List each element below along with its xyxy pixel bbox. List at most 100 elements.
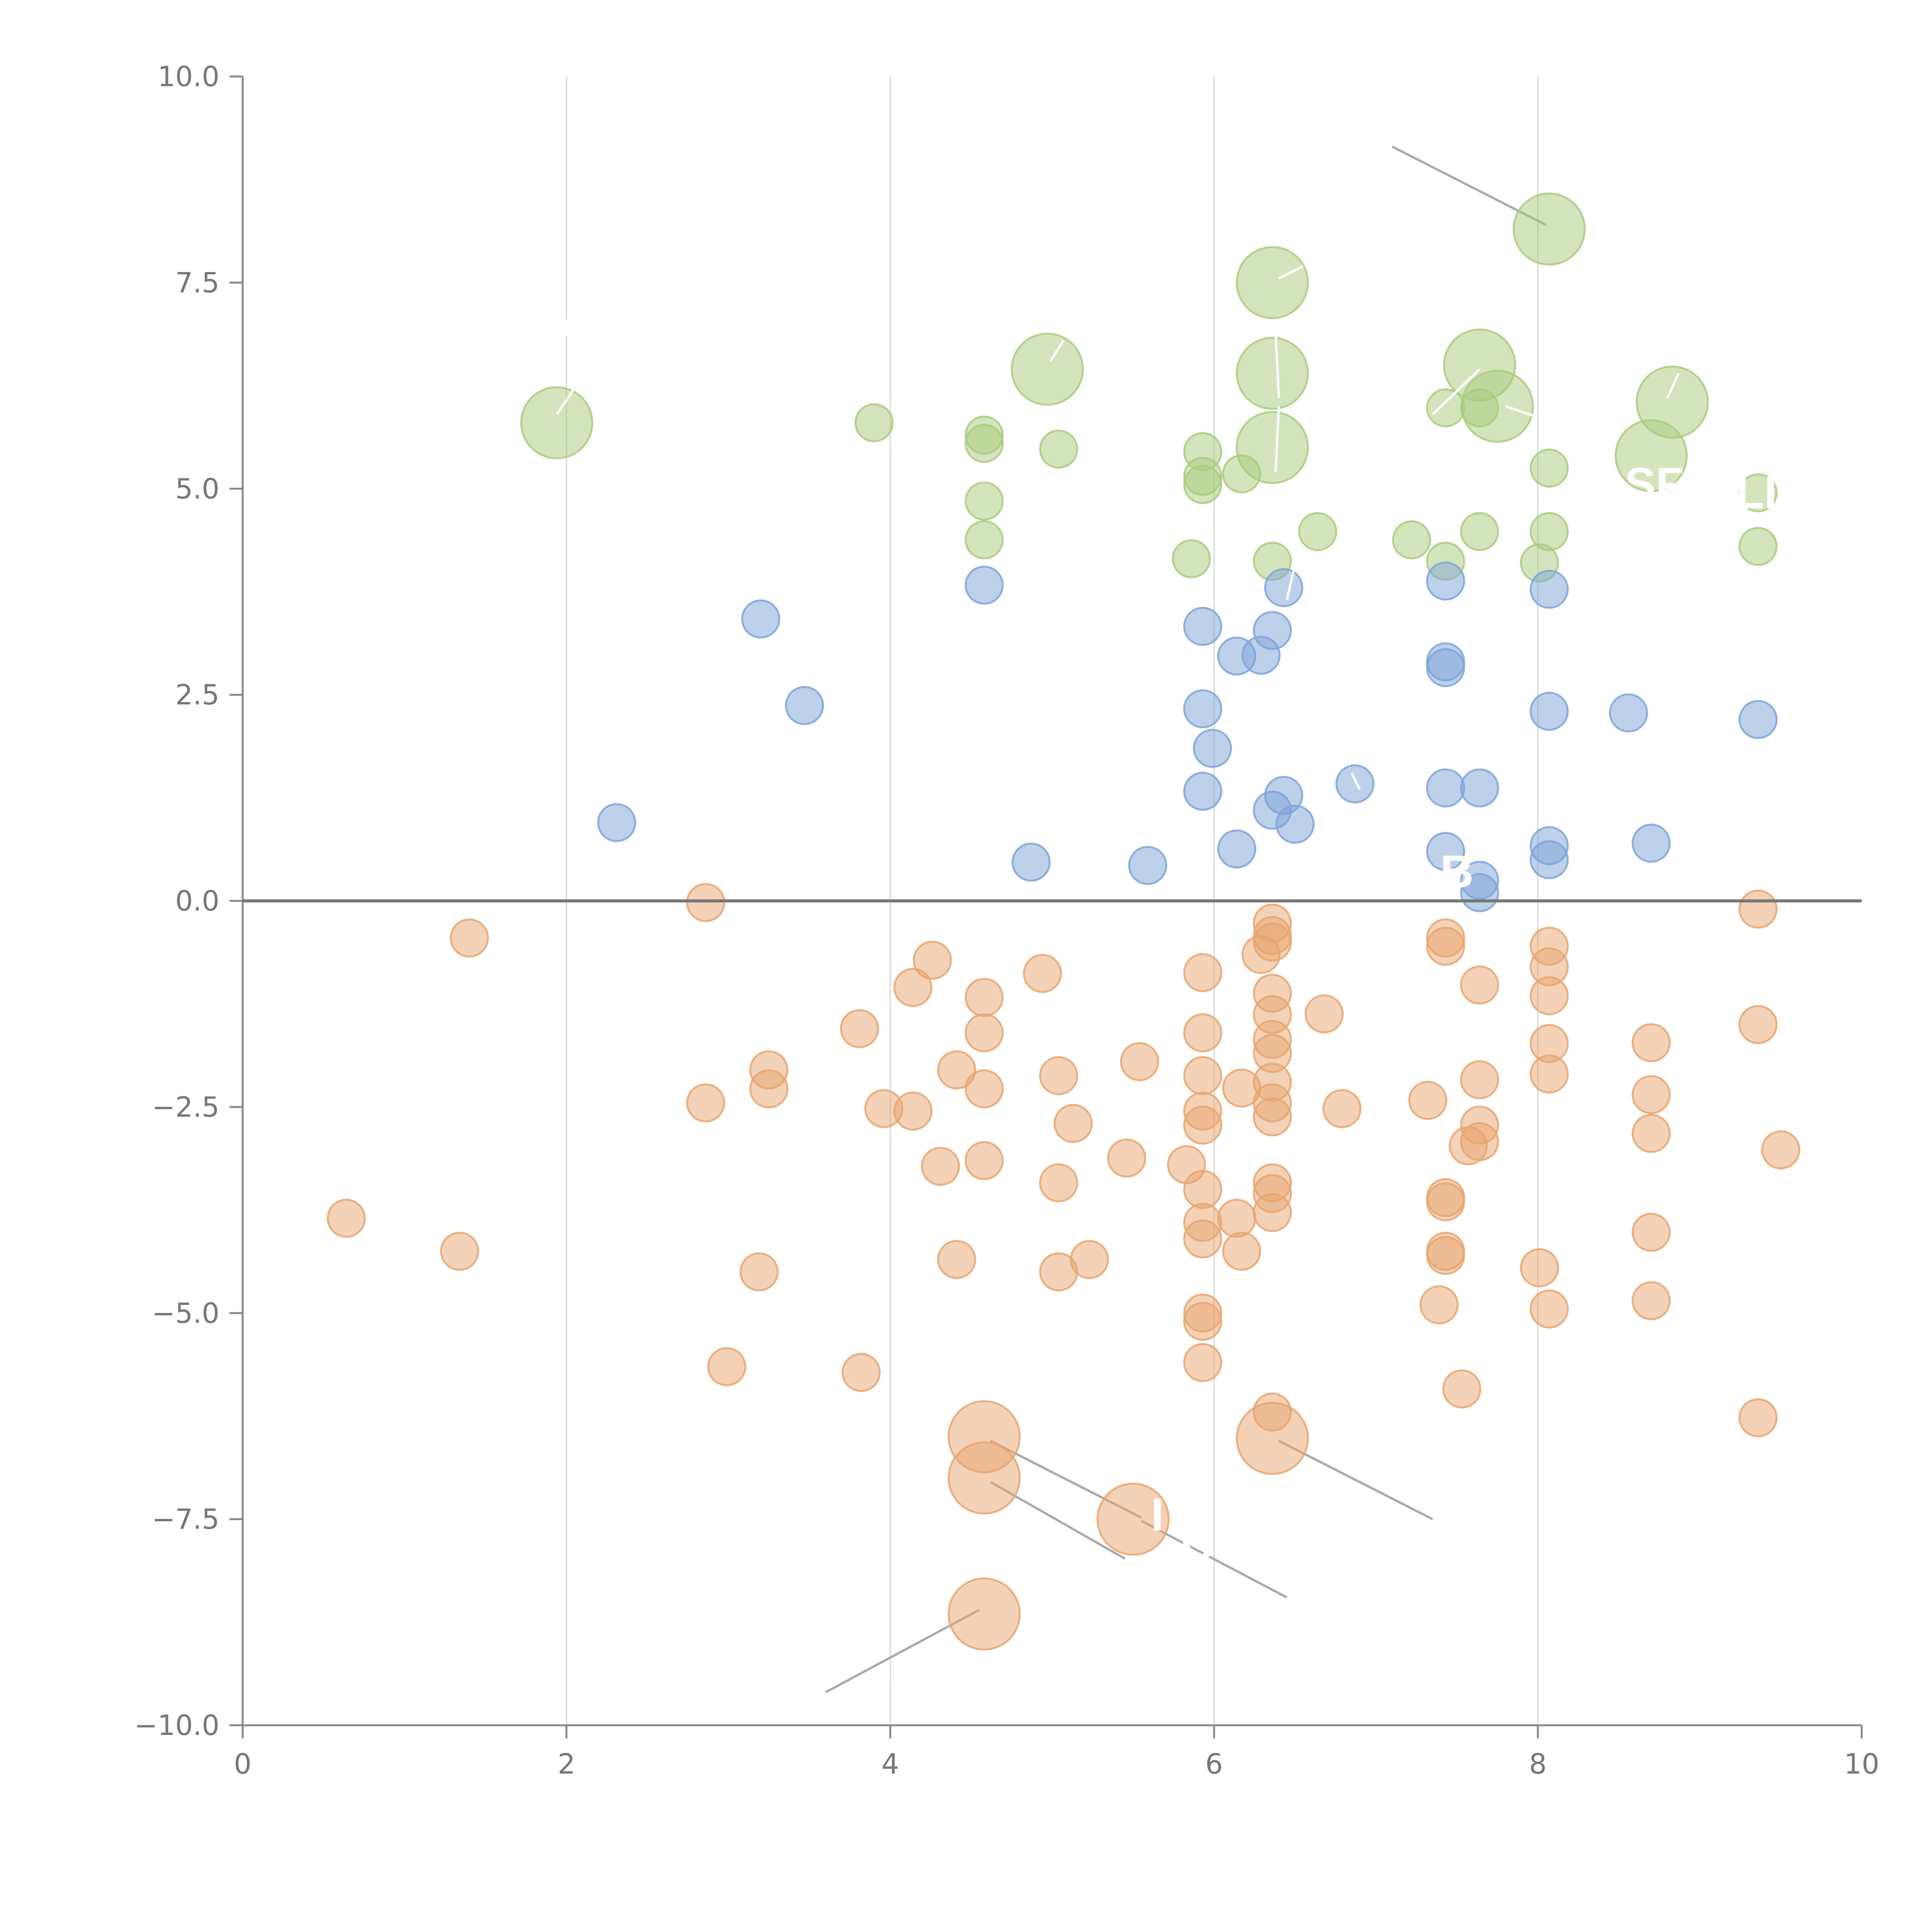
- data-point-orange: [1426, 927, 1465, 966]
- data-point-orange: [964, 1141, 1004, 1180]
- data-point-orange: [740, 1252, 779, 1292]
- data-point-blue: [1631, 823, 1671, 863]
- data-point-orange: [1222, 1231, 1261, 1271]
- x-tick-label: 4: [881, 1748, 899, 1780]
- data-point-orange: [1529, 976, 1569, 1015]
- data-point-orange: [921, 1146, 960, 1186]
- point-label: C: [1181, 1518, 1215, 1570]
- data-point-orange: [947, 1441, 1021, 1515]
- data-point-orange: [1631, 1023, 1671, 1062]
- data-point-orange: [1053, 1104, 1093, 1143]
- data-point-orange: [1426, 1236, 1465, 1275]
- data-point-orange: [1419, 1285, 1459, 1325]
- x-tick-label: 6: [1205, 1748, 1223, 1780]
- data-point-blue: [1426, 832, 1465, 871]
- data-point-blue: [1426, 561, 1465, 601]
- data-point-blue: [1183, 607, 1223, 646]
- data-point-green: [1183, 465, 1223, 504]
- data-point-orange: [1253, 922, 1292, 962]
- point-label: B: [1440, 846, 1474, 898]
- data-point-orange: [1631, 1114, 1671, 1153]
- data-point-orange: [840, 1009, 879, 1048]
- data-point-green: [1529, 448, 1569, 488]
- data-point-orange: [964, 1069, 1004, 1109]
- data-point-blue: [1012, 842, 1051, 882]
- data-point-blue: [1253, 611, 1292, 650]
- data-point-blue: [1217, 829, 1257, 869]
- data-point-orange: [1426, 1182, 1465, 1221]
- data-point-blue: [1128, 846, 1167, 885]
- axis-layer: 10.0 7.5 5.0 2.5 0.0 −2.5 −5.0 −7.5 −10.0 0 2 4 6 8 10: [134, 60, 1879, 1780]
- y-tick-label: −7.5: [152, 1503, 219, 1536]
- data-point-orange: [686, 883, 725, 922]
- leader-line-white: [1666, 372, 1680, 399]
- y-tick-label: −2.5: [152, 1091, 219, 1123]
- data-point-blue: [1738, 700, 1778, 739]
- data-point-orange: [1039, 1163, 1078, 1202]
- leader-line-white: [1274, 332, 1280, 398]
- point-label: SF: [1625, 458, 1684, 510]
- data-point-green: [1614, 419, 1688, 492]
- data-point-orange: [1529, 1054, 1569, 1094]
- data-point-orange: [1217, 1199, 1257, 1238]
- data-point-green: [1426, 388, 1465, 428]
- data-point-green: [964, 481, 1004, 521]
- leader-line-white: [1350, 772, 1361, 790]
- data-point-orange: [1120, 1042, 1159, 1082]
- data-point-orange: [1738, 1005, 1778, 1044]
- data-point-orange: [1408, 1081, 1447, 1120]
- data-point-orange: [1183, 1170, 1223, 1209]
- data-point-green: [1512, 192, 1586, 266]
- leader-line-white: [1278, 265, 1304, 280]
- data-point-blue: [1426, 648, 1465, 687]
- data-point-green: [520, 386, 594, 459]
- data-point-blue: [1193, 729, 1232, 768]
- data-point-blue: [964, 565, 1004, 605]
- y-tick-label: 7.5: [175, 266, 219, 299]
- data-point-blue: [1529, 570, 1569, 609]
- leader-white-layer: [556, 265, 1680, 1684]
- data-point-orange: [440, 1231, 479, 1271]
- data-point-blue: [1529, 692, 1569, 731]
- y-tick-label: 0.0: [175, 885, 219, 917]
- data-point-orange: [937, 1240, 976, 1279]
- data-point-green: [1172, 539, 1211, 578]
- data-point-orange: [1631, 1281, 1671, 1320]
- data-point-orange: [1107, 1138, 1146, 1178]
- leader-line-white: [1432, 368, 1481, 415]
- leader-gray-layer: [825, 145, 1547, 1694]
- data-point-orange: [686, 1083, 725, 1122]
- data-point-blue: [1276, 804, 1315, 844]
- annotation-layer: SF LI B IC: [1151, 458, 1777, 1570]
- data-point-green: [1460, 512, 1499, 551]
- data-point-green: [1298, 512, 1337, 551]
- data-point-green: [964, 520, 1004, 560]
- leader-line-white: [556, 385, 577, 415]
- data-point-orange: [964, 1013, 1004, 1053]
- y-tick-label: 2.5: [175, 679, 219, 711]
- data-point-blue: [785, 686, 824, 725]
- point-label: I: [1151, 1489, 1164, 1541]
- data-point-green: [1236, 246, 1309, 319]
- data-point-orange: [1097, 1483, 1170, 1556]
- data-point-orange: [327, 1199, 366, 1238]
- data-point-green: [1039, 429, 1078, 469]
- data-point-orange: [964, 978, 1004, 1017]
- data-point-orange: [1253, 1097, 1292, 1136]
- data-point-blue: [1460, 768, 1499, 808]
- data-point-orange: [1070, 1240, 1109, 1279]
- data-point-orange: [842, 1353, 881, 1392]
- x-tick-label: 2: [558, 1748, 575, 1780]
- data-point-orange: [1183, 953, 1223, 992]
- data-point-blue: [1529, 840, 1569, 879]
- data-point-blue: [597, 803, 636, 842]
- data-point-orange: [1460, 1060, 1499, 1099]
- data-point-green: [1222, 454, 1261, 493]
- data-point-orange: [1322, 1089, 1362, 1128]
- point-layer: [327, 192, 1800, 1651]
- point-label: LI: [1736, 466, 1777, 518]
- data-point-orange: [1442, 1369, 1481, 1409]
- data-point-orange: [1183, 1219, 1223, 1259]
- data-point-green: [964, 423, 1004, 463]
